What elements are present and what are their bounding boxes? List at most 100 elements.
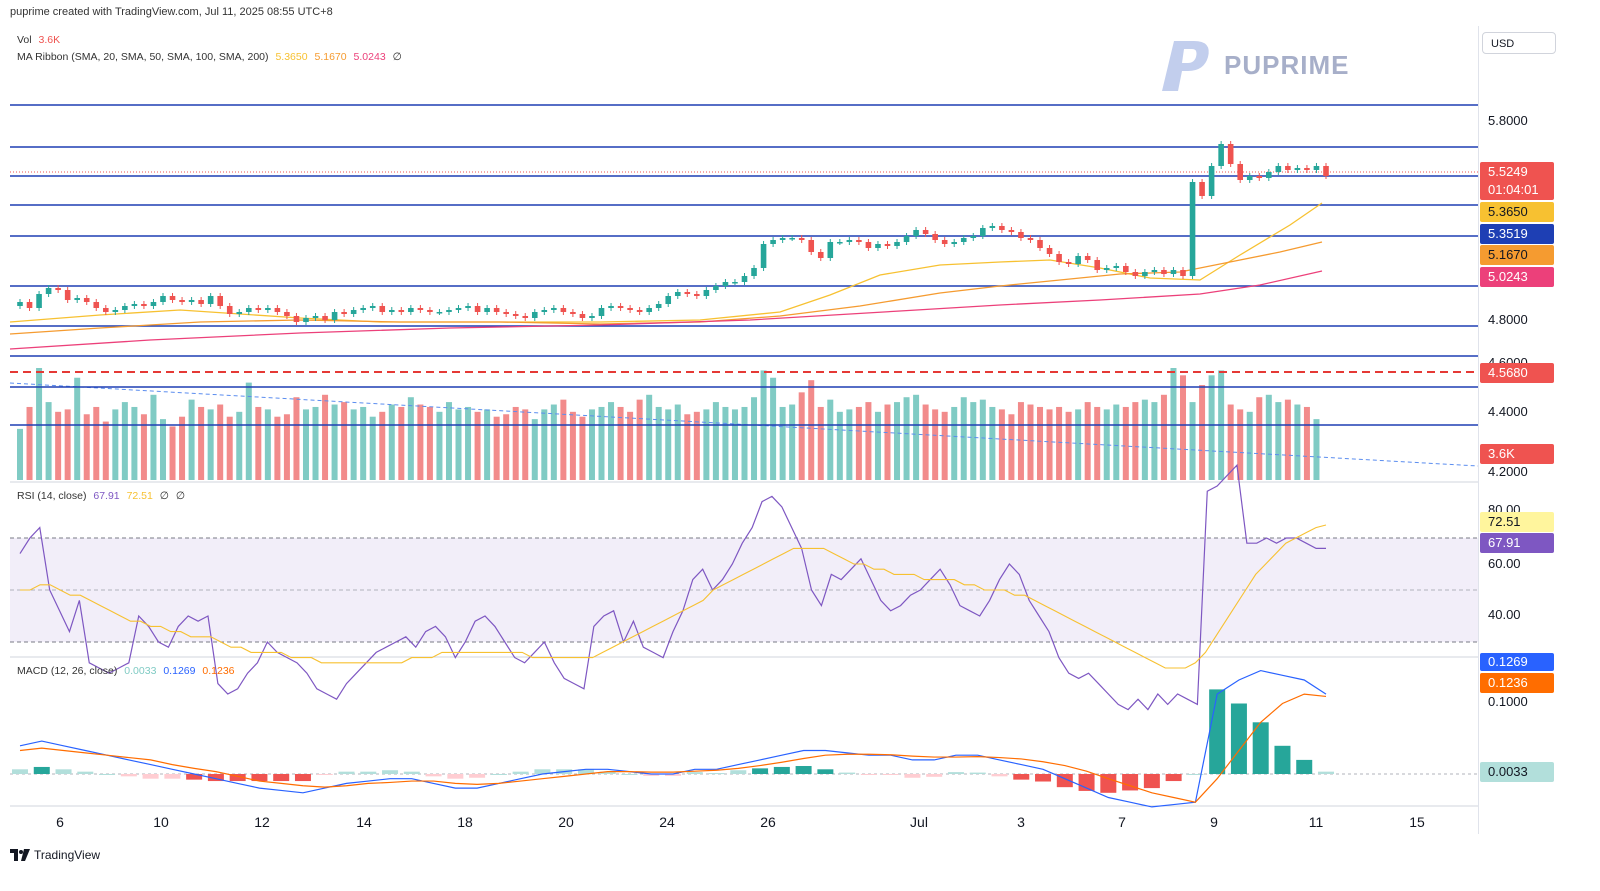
volume-bar (493, 416, 500, 480)
macd-histogram-bar (1013, 774, 1030, 780)
x-tick: 15 (1409, 814, 1425, 830)
macd-histogram-bar (186, 774, 203, 780)
volume-bar (369, 416, 376, 480)
volume-bar (560, 399, 567, 480)
puprime-logo-text: PUPRIME (1224, 49, 1350, 80)
volume-bar (1017, 402, 1024, 480)
candle-body (1094, 260, 1101, 270)
price-tick: 4.8000 (1488, 312, 1528, 327)
candle-body (1018, 232, 1024, 238)
rsi-value: 67.91 (93, 490, 120, 502)
candle-body (1323, 166, 1329, 176)
macd-tick: 0.1000 (1488, 694, 1528, 709)
volume-bar (874, 411, 881, 480)
volume-legend: Vol 3.6K (17, 34, 64, 46)
candle-body (341, 312, 347, 314)
candle-body (694, 294, 700, 296)
candle-body (1199, 182, 1205, 196)
macd-histogram-bar (382, 770, 399, 774)
x-tick: 18 (457, 814, 473, 830)
volume-bar (236, 411, 243, 480)
candle-body (608, 306, 614, 308)
volume-bar (703, 409, 710, 480)
volume-bar (588, 409, 595, 480)
volume-bar (179, 416, 186, 480)
volume-bar (417, 404, 424, 480)
candle-body (1275, 166, 1282, 172)
candle-body (1142, 272, 1148, 276)
macd-histogram-bar (469, 774, 486, 778)
candle-body (45, 288, 52, 294)
candle-body (808, 240, 815, 252)
volume-bar (1199, 385, 1206, 480)
volume-bar (903, 397, 910, 480)
volume-bar (579, 416, 586, 480)
candle-body (245, 308, 252, 312)
volume-bar (121, 402, 128, 480)
volume-bar (522, 409, 529, 480)
volume-bar (140, 414, 147, 480)
ma200-value: ∅ (392, 51, 402, 63)
ma20-value: 5.3650 (275, 51, 308, 63)
macd-histogram-bar (534, 769, 551, 774)
volume-bar (1141, 399, 1148, 480)
rsi-v3: ∅ (159, 490, 169, 502)
candle-body (674, 292, 681, 296)
candle-body (1218, 144, 1224, 166)
volume-bar (541, 409, 548, 480)
volume-bar (770, 377, 777, 480)
candle-body (922, 230, 929, 234)
level-tag: 5.3519 (1480, 224, 1554, 244)
volume-bar (608, 402, 615, 480)
candle-body (903, 236, 910, 242)
macd-histogram-bar (360, 771, 377, 774)
price-tick: 4.4000 (1488, 404, 1528, 419)
macd-histogram-bar (817, 769, 834, 774)
volume-bar (1008, 414, 1015, 480)
candle-body (655, 304, 662, 308)
currency-button[interactable]: USD (1482, 32, 1556, 54)
volume-bar (188, 399, 195, 480)
candle-body (503, 312, 509, 314)
volume-bar (1313, 419, 1320, 480)
candle-body (322, 316, 328, 320)
macd-histogram-bar (904, 774, 921, 778)
macd-histogram-bar (33, 766, 50, 774)
vol-value: 3.6K (38, 34, 61, 46)
candle-body (1256, 176, 1263, 178)
x-tick: 11 (1308, 814, 1324, 830)
candle-body (1084, 256, 1091, 260)
volume-bar (1151, 402, 1158, 480)
volume-bar (350, 409, 357, 480)
candle-body (446, 310, 452, 312)
candle-body (188, 300, 195, 302)
volume-bar (627, 411, 634, 480)
volume-bar (274, 416, 281, 480)
volume-bar (751, 397, 758, 480)
candle-body (512, 314, 519, 316)
volume-bar (64, 409, 71, 480)
macd-histogram-bar (643, 774, 660, 776)
volume-bar (1056, 406, 1063, 480)
volume-bar (474, 411, 481, 480)
rsi-line (19, 463, 1326, 711)
macd-histogram-bar (273, 774, 290, 782)
candle-body (713, 286, 719, 290)
rsi-ma-value: 72.51 (126, 490, 153, 502)
macd-histogram-bar (55, 769, 72, 774)
tradingview-logo-icon (10, 849, 30, 861)
candle-body (55, 288, 61, 290)
volume-bar (312, 406, 319, 480)
candle-body (255, 308, 262, 310)
macd-hist-value: 0.0033 (124, 665, 157, 677)
macd-histogram-bar (99, 774, 116, 775)
macd-histogram-bar (947, 772, 964, 774)
macd-histogram-bar (1187, 774, 1204, 775)
candle-body (179, 300, 185, 302)
candle-body (646, 308, 652, 312)
macd-histogram-bar (795, 766, 812, 774)
rsi-band (10, 538, 1478, 642)
macd-histogram-bar (490, 774, 507, 775)
volume-bar (836, 411, 843, 480)
